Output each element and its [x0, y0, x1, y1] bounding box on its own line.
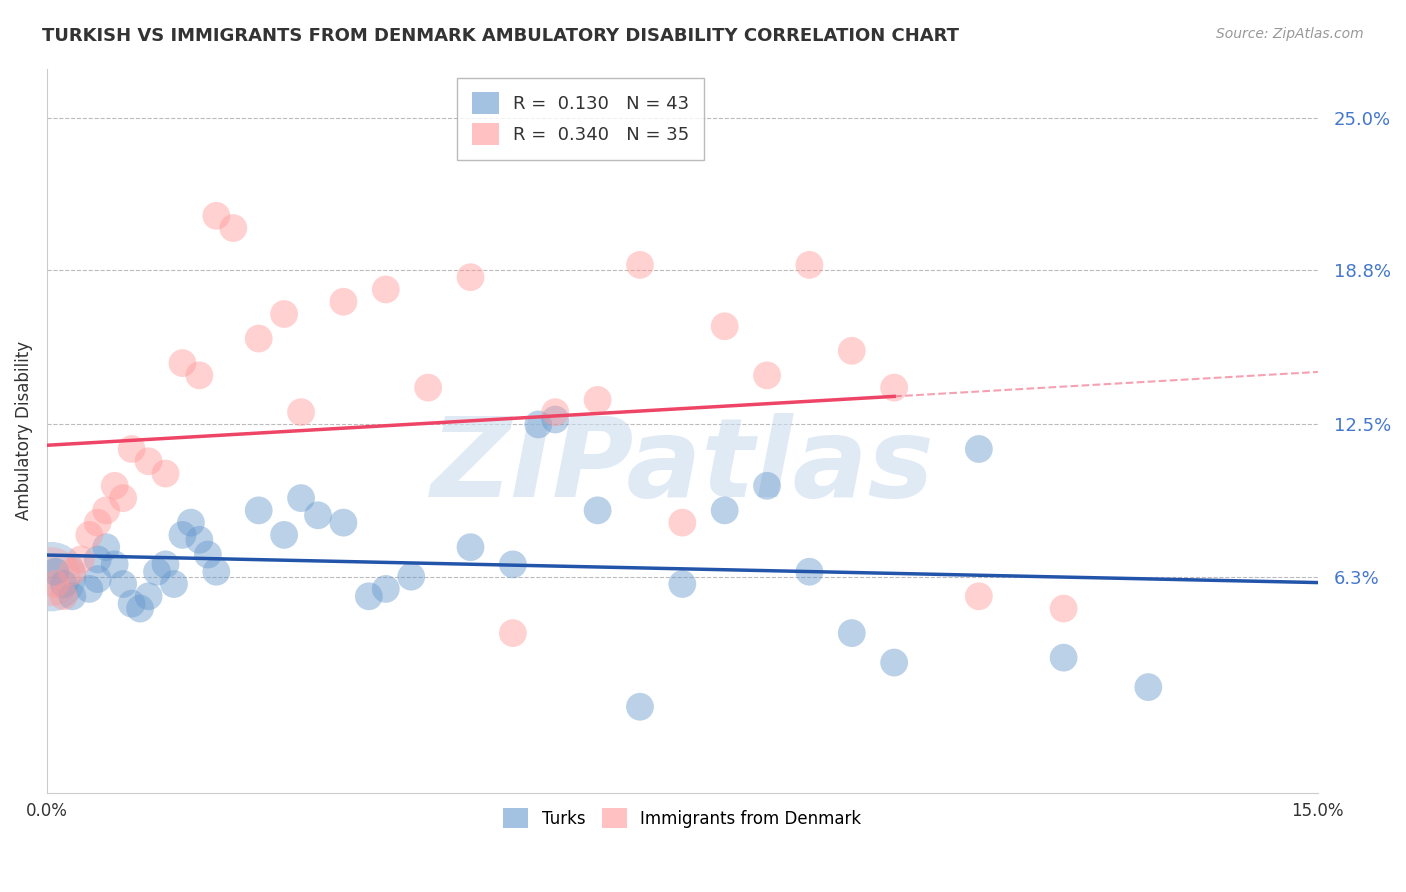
Point [146, 565, 169, 579]
Point [172, 356, 194, 370]
Point [273, 528, 295, 542]
Point [188, 368, 211, 383]
Point [87, 516, 110, 530]
Point [967, 442, 990, 456]
Point [60, 565, 83, 579]
Point [121, 442, 143, 456]
Point [138, 589, 160, 603]
Point [628, 258, 651, 272]
Point [96, 503, 118, 517]
Point [418, 381, 440, 395]
Point [502, 558, 524, 572]
Point [222, 221, 245, 235]
Point [502, 626, 524, 640]
Point [841, 343, 863, 358]
Point [332, 294, 354, 309]
Point [713, 503, 735, 517]
Point [104, 479, 127, 493]
Point [180, 516, 202, 530]
Point [44, 577, 66, 591]
Point [290, 491, 312, 505]
Point [172, 528, 194, 542]
Point [77, 582, 100, 596]
Legend: Turks, Immigrants from Denmark: Turks, Immigrants from Denmark [496, 801, 868, 835]
Point [527, 417, 550, 432]
Point [460, 270, 482, 285]
Point [129, 601, 152, 615]
Point [756, 368, 779, 383]
Point [713, 319, 735, 334]
Point [77, 528, 100, 542]
Point [307, 508, 329, 523]
Point [1052, 601, 1074, 615]
Point [69, 552, 91, 566]
Text: TURKISH VS IMMIGRANTS FROM DENMARK AMBULATORY DISABILITY CORRELATION CHART: TURKISH VS IMMIGRANTS FROM DENMARK AMBUL… [42, 27, 959, 45]
Text: ZIPatlas: ZIPatlas [430, 413, 934, 520]
Point [756, 479, 779, 493]
Point [155, 467, 177, 481]
Point [1137, 680, 1160, 694]
Point [60, 589, 83, 603]
Point [197, 548, 219, 562]
Point [247, 503, 270, 517]
Point [399, 569, 422, 583]
Point [138, 454, 160, 468]
Point [460, 540, 482, 554]
Point [967, 589, 990, 603]
Point [799, 565, 821, 579]
Point [374, 282, 396, 296]
Point [39, 569, 62, 583]
Point [1052, 650, 1074, 665]
Point [799, 258, 821, 272]
Point [121, 597, 143, 611]
Point [112, 491, 135, 505]
Point [155, 558, 177, 572]
Point [188, 533, 211, 547]
Point [841, 626, 863, 640]
Point [883, 381, 905, 395]
Y-axis label: Ambulatory Disability: Ambulatory Disability [15, 341, 32, 520]
Text: Source: ZipAtlas.com: Source: ZipAtlas.com [1216, 27, 1364, 41]
Point [671, 516, 693, 530]
Point [205, 209, 228, 223]
Point [374, 582, 396, 596]
Point [112, 577, 135, 591]
Point [163, 577, 186, 591]
Point [332, 516, 354, 530]
Point [357, 589, 380, 603]
Point [883, 656, 905, 670]
Point [247, 332, 270, 346]
Point [39, 569, 62, 583]
Point [52, 577, 75, 591]
Point [96, 540, 118, 554]
Point [586, 392, 609, 407]
Point [290, 405, 312, 419]
Point [87, 552, 110, 566]
Point [586, 503, 609, 517]
Point [544, 412, 567, 426]
Point [671, 577, 693, 591]
Point [273, 307, 295, 321]
Point [104, 558, 127, 572]
Point [52, 589, 75, 603]
Point [628, 699, 651, 714]
Point [44, 565, 66, 579]
Point [205, 565, 228, 579]
Point [544, 405, 567, 419]
Point [87, 572, 110, 586]
